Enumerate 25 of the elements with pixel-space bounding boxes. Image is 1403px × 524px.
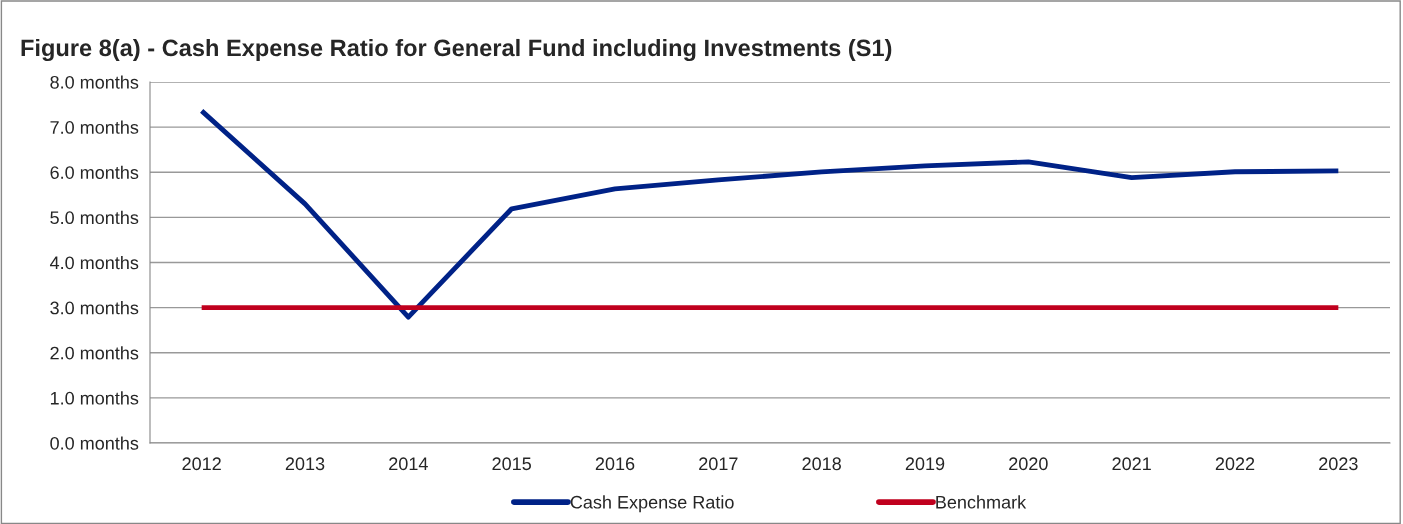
x-tick-label: 2020 xyxy=(1009,457,1048,471)
y-tick-label: 0.0 months xyxy=(50,436,139,450)
y-tick-label: 8.0 months xyxy=(50,75,139,89)
x-tick-label: 2022 xyxy=(1215,457,1255,471)
chart-title: Figure 8(a) - Cash Expense Ratio for General Fund including Investments (S1) xyxy=(21,38,892,62)
x-tick-label: 2016 xyxy=(595,457,635,471)
y-tick-label: 2.0 months xyxy=(50,346,139,360)
y-tick-label: 1.0 months xyxy=(50,391,139,405)
x-tick-label: 2015 xyxy=(492,457,531,471)
x-tick-label: 2019 xyxy=(905,457,945,471)
y-tick-label: 7.0 months xyxy=(50,120,139,134)
line-series xyxy=(199,108,1341,320)
x-tick-label: 2021 xyxy=(1112,457,1151,471)
x-tick-label: 2014 xyxy=(389,457,428,471)
x-tick-label: 2017 xyxy=(699,457,738,471)
x-tick-label: 2018 xyxy=(802,457,841,471)
x-tick-label: 2013 xyxy=(285,457,325,471)
y-tick-label: 3.0 months xyxy=(50,301,139,315)
legend-label: Cash Expense Ratio xyxy=(570,495,734,513)
y-tick-label: 5.0 months xyxy=(50,210,139,225)
x-tick-label: 2012 xyxy=(182,457,221,471)
y-tick-label: 4.0 months xyxy=(49,255,139,270)
legend-label: Benchmark xyxy=(936,495,1027,509)
x-tick-label: 2023 xyxy=(1319,457,1358,471)
y-tick-label: 6.0 months xyxy=(50,165,139,179)
